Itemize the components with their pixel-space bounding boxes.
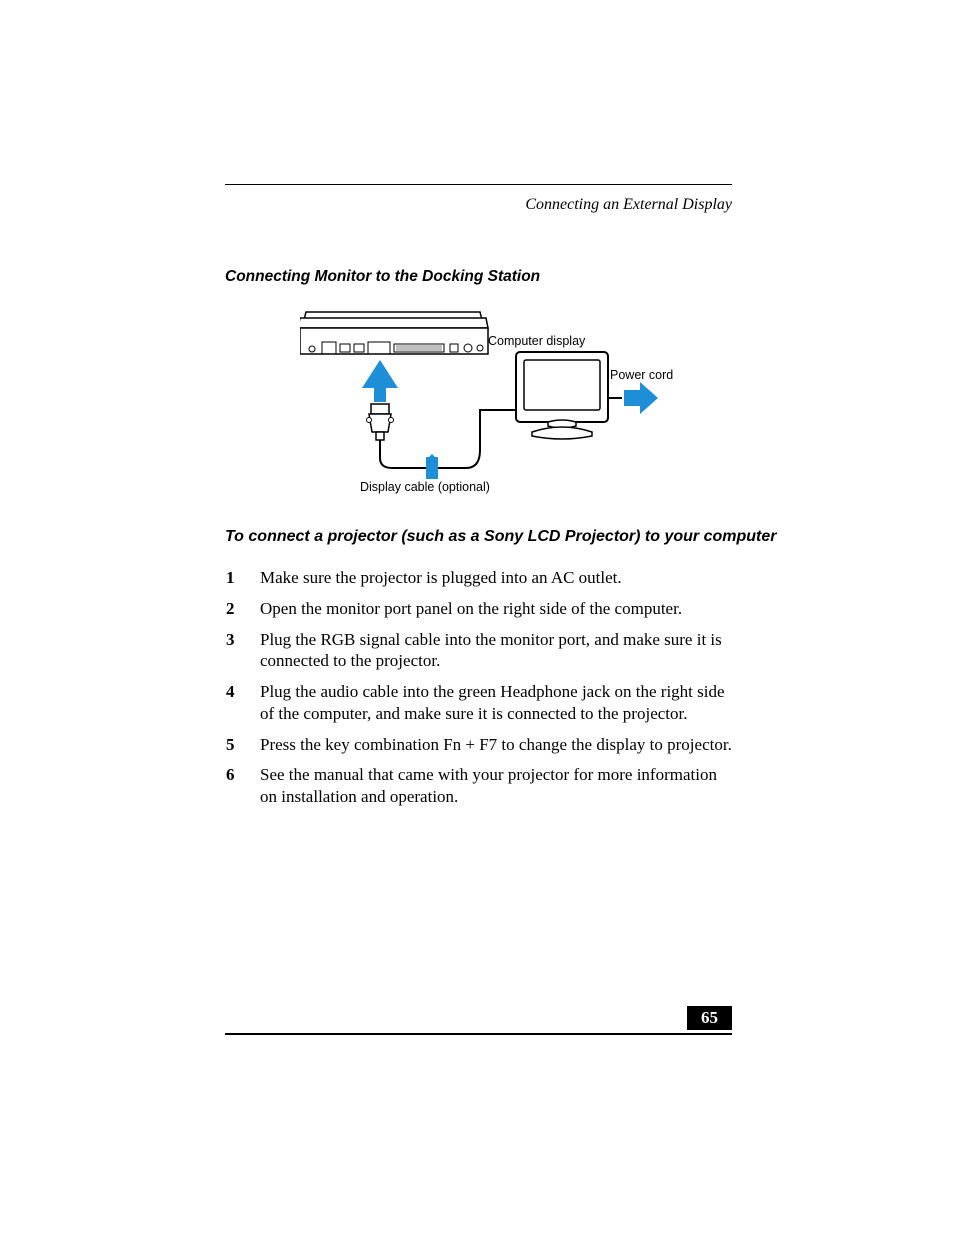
top-rule	[225, 184, 732, 185]
step-number: 4	[226, 681, 260, 725]
page-number: 65	[687, 1006, 732, 1030]
step-text: Plug the audio cable into the green Head…	[260, 681, 732, 725]
list-item: 4 Plug the audio cable into the green He…	[226, 681, 732, 725]
list-item: 2 Open the monitor port panel on the rig…	[226, 598, 732, 620]
connection-diagram: Computer display Power cord Display cabl…	[300, 300, 680, 500]
bottom-rule	[225, 1033, 732, 1035]
label-power-cord: Power cord	[610, 368, 673, 382]
step-number: 1	[226, 567, 260, 589]
step-number: 5	[226, 734, 260, 756]
running-head: Connecting an External Display	[525, 196, 732, 214]
step-number: 2	[226, 598, 260, 620]
docking-station-icon	[300, 312, 488, 354]
steps-list: 1 Make sure the projector is plugged int…	[226, 558, 732, 808]
list-item: 5 Press the key combination Fn + F7 to c…	[226, 734, 732, 756]
label-display-cable: Display cable (optional)	[360, 480, 490, 494]
display-cable-line	[380, 410, 516, 468]
section-title-docking: Connecting Monitor to the Docking Statio…	[225, 268, 540, 286]
list-item: 3 Plug the RGB signal cable into the mon…	[226, 629, 732, 673]
step-text: Plug the RGB signal cable into the monit…	[260, 629, 732, 673]
step-text: See the manual that came with your proje…	[260, 764, 732, 808]
step-text: Open the monitor port panel on the right…	[260, 598, 732, 620]
step-number: 3	[226, 629, 260, 673]
up-arrow-icon	[362, 360, 398, 402]
step-text: Press the key combination Fn + F7 to cha…	[260, 734, 732, 756]
list-item: 6 See the manual that came with your pro…	[226, 764, 732, 808]
section-title-projector: To connect a projector (such as a Sony L…	[225, 528, 777, 546]
monitor-icon	[516, 352, 622, 439]
manual-page: Connecting an External Display Connectin…	[0, 0, 954, 1235]
cable-arrow-icon	[426, 454, 438, 479]
step-text: Make sure the projector is plugged into …	[260, 567, 732, 589]
vga-connector-icon	[367, 404, 394, 440]
list-item: 1 Make sure the projector is plugged int…	[226, 567, 732, 589]
step-number: 6	[226, 764, 260, 808]
right-arrow-icon	[624, 382, 658, 414]
label-computer-display: Computer display	[488, 334, 585, 348]
